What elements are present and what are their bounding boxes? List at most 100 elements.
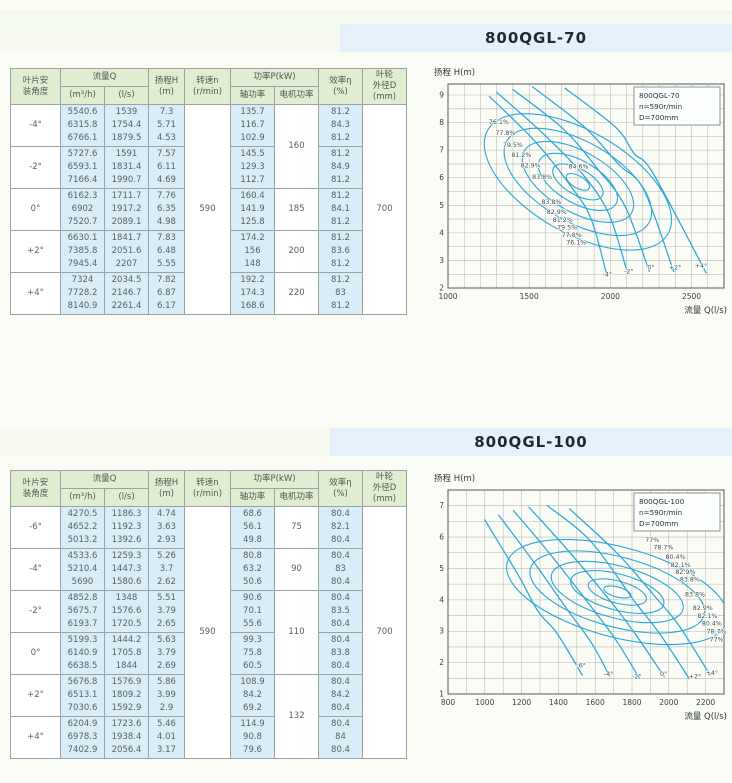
flow-ls-cell: 1259.3 1447.3 1580.6 (104, 548, 149, 591)
plot-border (447, 83, 725, 289)
flow-ls-cell: 1841.7 2051.6 2207 (104, 230, 149, 273)
axis-ticks: 800 1000 1200 1400 1600 1800 2000 2200 1 2 3 4 5 6 7 (439, 501, 715, 707)
efficiency-cell: 80.4 83.5 80.4 (318, 590, 363, 633)
flow-m3h-cell: 7324 7728.2 8140.9 (60, 272, 105, 315)
blade-angle-label: 0° (647, 263, 654, 271)
col-header-power: 功率P(kW) (230, 470, 319, 489)
efficiency-cell: 80.4 84 80.4 (318, 716, 363, 759)
curve--4° (488, 95, 607, 274)
motor-power-cell: 160 (274, 104, 319, 189)
flow-ls-cell: 1576.9 1809.2 1592.9 (104, 674, 149, 717)
curve--2° (496, 91, 629, 274)
efficiency-label: 77% (710, 636, 724, 643)
x-tick: 1000 (438, 292, 457, 301)
blade-angle-cell: 0° (10, 632, 61, 675)
efficiency-label: 80.4% (665, 554, 685, 561)
flow-m3h-cell: 6630.1 7385.8 7945.4 (60, 230, 105, 273)
blade-angle-cell: +2° (10, 230, 61, 273)
efficiency-label: 77.8% (562, 232, 582, 239)
efficiency-label: 82.9% (675, 569, 695, 576)
efficiency-label: 82.9% (693, 605, 713, 612)
blade-angle-cell: +4° (10, 272, 61, 315)
curve-labels: 77%78.7%80.4%82.1%82.9%83.8%83.8%82.9%82… (576, 536, 728, 681)
col-header-motor-power: 电机功率 (274, 86, 319, 105)
y-tick: 5 (439, 201, 444, 210)
col-header-head: 扬程H (m) (148, 470, 185, 507)
shaft-power-cell: 160.4 141.9 125.8 (230, 188, 275, 231)
legend: 800QGL-100 n=590r/min D=700mm (633, 492, 721, 532)
flow-ls-cell: 1444.2 1705.8 1844 (104, 632, 149, 675)
impeller-diameter-cell: 700 (362, 104, 407, 315)
flow-ls-cell: 1723.6 1938.4 2056.4 (104, 716, 149, 759)
motor-power-cell: 75 (274, 506, 319, 549)
flow-ls-cell: 1591 1831.4 1990.7 (104, 146, 149, 189)
efficiency-cell: 81.2 84.9 81.2 (318, 146, 363, 189)
blade-angle-label: +2° (669, 263, 681, 271)
efficiency-label: 83.8% (532, 174, 552, 181)
x-tick: 1500 (520, 292, 539, 301)
shaft-power-cell: 90.6 70.1 55.6 (230, 590, 275, 633)
legend: 800QGL-70 n=590r/min D=700mm (633, 86, 721, 126)
axis-ticks: 1000 1500 2000 2500 2 3 4 5 6 7 8 9 (438, 91, 701, 301)
speed-cell: 590 (184, 506, 231, 759)
legend-line: 800QGL-100 (639, 497, 685, 506)
efficiency-label: 82.9% (521, 162, 541, 169)
efficiency-label: 76.1% (566, 239, 586, 246)
blade-angle-label: -4° (603, 270, 612, 278)
col-header-head: 扬程H (m) (148, 68, 185, 105)
shaft-power-cell: 80.8 63.2 50.6 (230, 548, 275, 591)
flow-m3h-cell: 5199.3 6140.9 6638.5 (60, 632, 105, 675)
blade-angle-cell: +2° (10, 674, 61, 717)
legend-line: D=700mm (639, 113, 678, 122)
x-tick: 800 (441, 698, 456, 707)
curve-+4° (564, 87, 707, 274)
flow-ls-cell: 1186.3 1192.3 1392.6 (104, 506, 149, 549)
col-header-impeller-diameter: 叶轮 外径D (mm) (362, 470, 407, 507)
y-tick: 7 (439, 501, 444, 510)
blade-angle-cell: +4° (10, 716, 61, 759)
efficiency-cell: 80.4 84.2 80.4 (318, 674, 363, 717)
efficiency-label: 82.1% (671, 562, 691, 569)
chart-svg: 77%78.7%80.4%82.1%82.9%83.8%83.8%82.9%82… (434, 473, 728, 722)
flow-m3h-cell: 5540.6 6315.8 6766.1 (60, 104, 105, 147)
col-header-speed: 转速n (r/min) (184, 470, 231, 507)
efficiency-label: 77% (645, 537, 659, 544)
y-tick: 4 (439, 228, 444, 237)
legend-line: D=700mm (639, 519, 678, 528)
efficiency-cell: 81.2 84.1 81.2 (318, 188, 363, 231)
col-header-shaft-power: 轴功率 (230, 86, 275, 105)
y-tick: 4 (439, 595, 444, 604)
curve-+2° (546, 505, 690, 679)
title-bar-800qgl-70: 800QGL-70 (340, 24, 732, 52)
blade-angle-label: -4° (604, 670, 613, 678)
title-bar-left-800qgl-100 (0, 428, 330, 456)
x-tick: 1600 (586, 698, 605, 707)
blade-angle-cell: -4° (10, 104, 61, 147)
flow-m3h-cell: 4852.8 5675.7 6193.7 (60, 590, 105, 633)
blade-angle-label: -2° (632, 672, 641, 680)
x-axis-label: 流量 Q(l/s) (684, 711, 727, 722)
motor-power-cell: 185 (274, 188, 319, 231)
col-header-impeller-diameter: 叶轮 外径D (mm) (362, 68, 407, 105)
efficiency-label: 76.1% (489, 119, 509, 126)
shaft-power-cell: 68.6 56.1 49.8 (230, 506, 275, 549)
col-header-speed: 转速n (r/min) (184, 68, 231, 105)
head-cell: 5.26 3.7 2.62 (148, 548, 185, 591)
col-header-shaft-power: 轴功率 (230, 488, 275, 507)
flow-m3h-cell: 5727.6 6593.1 7166.4 (60, 146, 105, 189)
efficiency-label: 83.8% (685, 592, 705, 599)
head-cell: 5.51 3.79 2.65 (148, 590, 185, 633)
x-tick: 2000 (601, 292, 620, 301)
col-header-efficiency: 效率η (%) (318, 470, 363, 507)
efficiency-cell: 81.2 83.6 81.2 (318, 230, 363, 273)
x-tick: 2500 (682, 292, 701, 301)
x-axis-label: 流量 Q(l/s) (684, 305, 727, 316)
efficiency-cell: 80.4 83 80.4 (318, 548, 363, 591)
flow-m3h-cell: 4533.6 5210.4 5690 (60, 548, 105, 591)
table-row: -6° 4270.5 4652.2 5013.2 1186.3 1192.3 1392.6 4… (10, 506, 407, 759)
head-cell: 5.63 3.79 2.69 (148, 632, 185, 675)
efficiency-label: 78.7% (707, 629, 727, 636)
blade-angle-label: +4° (706, 669, 718, 677)
impeller-diameter-cell: 700 (362, 506, 407, 759)
